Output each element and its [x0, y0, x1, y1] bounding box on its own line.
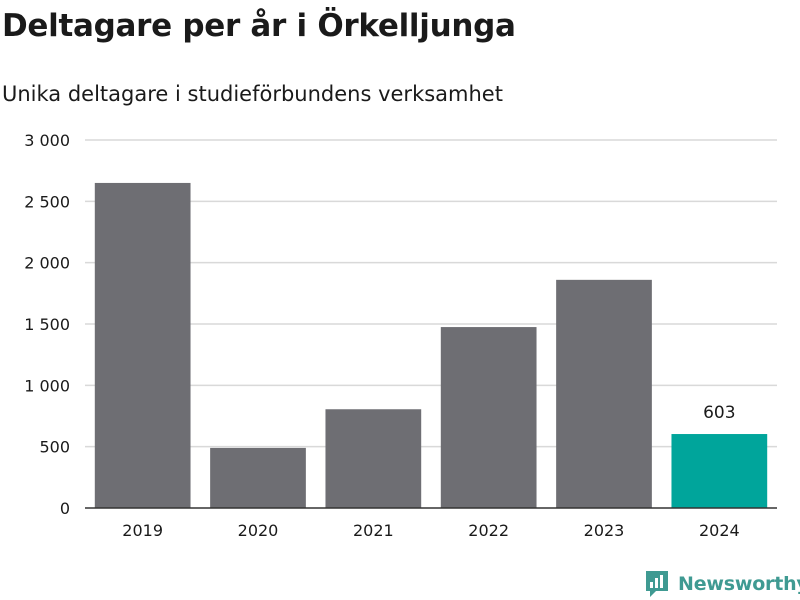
x-tick-label: 2021: [353, 521, 394, 540]
newsworthy-logo-icon: [646, 571, 668, 597]
x-tick-label: 2020: [238, 521, 279, 540]
y-tick-label: 2 500: [24, 192, 70, 211]
bar: [94, 182, 191, 508]
y-tick-label: 1 000: [24, 376, 70, 395]
x-tick-label: 2019: [122, 521, 163, 540]
bar: [440, 327, 537, 508]
y-tick-label: 0: [60, 499, 70, 518]
y-tick-label: 1 500: [24, 315, 70, 334]
y-tick-label: 500: [39, 438, 70, 457]
x-tick-label: 2024: [699, 521, 740, 540]
x-tick-label: 2022: [468, 521, 509, 540]
y-tick-label: 2 000: [24, 254, 70, 273]
x-tick-label: 2023: [584, 521, 625, 540]
brand-logo: Newsworthy: [644, 568, 800, 600]
brand-name: Newsworthy: [678, 573, 800, 595]
bar: [556, 279, 652, 508]
bar: [671, 434, 768, 508]
bar: [210, 447, 306, 508]
chart-title: Deltagare per år i Örkelljunga: [2, 8, 516, 44]
y-tick-label: 3 000: [24, 131, 70, 150]
chart-subtitle: Unika deltagare i studieförbundens verks…: [2, 82, 503, 106]
bar: [325, 409, 422, 508]
data-label: 603: [703, 403, 735, 423]
